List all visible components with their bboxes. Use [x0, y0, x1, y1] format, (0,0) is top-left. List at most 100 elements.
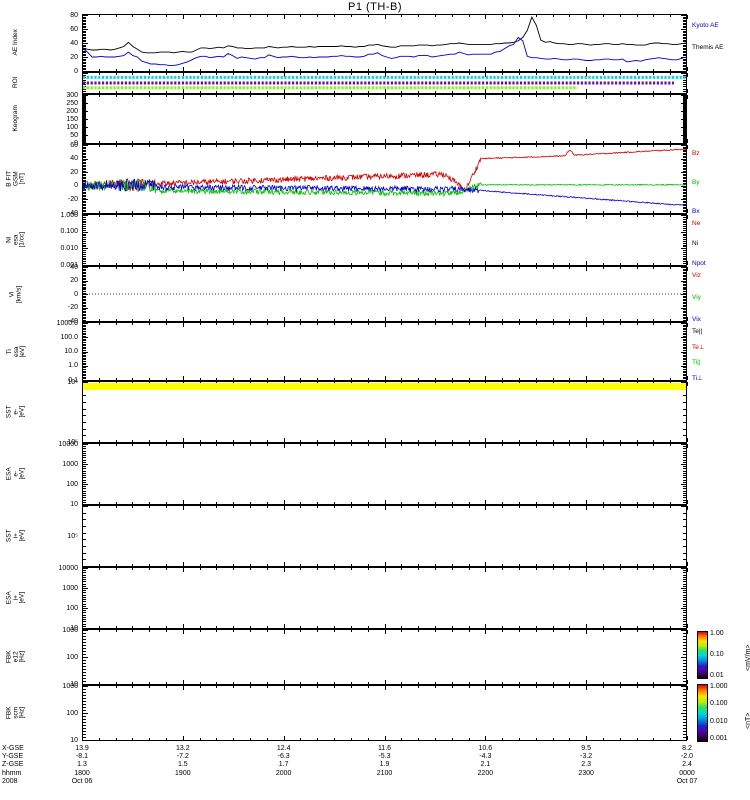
ytick-minor — [83, 230, 86, 231]
xtick-minor — [98, 319, 100, 321]
xtick-minor — [98, 502, 100, 504]
ytick-major — [83, 73, 88, 74]
xtick-minor — [350, 506, 352, 508]
bottom-row-label-2008: 2008 — [2, 777, 18, 785]
xtick-minor — [334, 630, 336, 632]
xtick-major — [384, 267, 386, 271]
xtick-minor — [434, 444, 436, 446]
xtick-minor — [166, 626, 168, 628]
ytick-minor — [83, 681, 86, 682]
xtick-minor — [266, 378, 268, 380]
ytick-minor — [83, 621, 86, 622]
ytick-label: 10⁶ — [67, 378, 78, 386]
ytick-major — [83, 740, 88, 741]
colorbar-tick-label: 1.00 — [710, 630, 724, 637]
xtick-minor — [670, 215, 672, 217]
xtick-minor — [149, 211, 151, 213]
ytick-minor — [683, 106, 686, 107]
xtick-minor — [418, 630, 420, 632]
ytick-minor — [83, 192, 86, 193]
xtick-minor — [670, 630, 672, 632]
ytick-minor — [83, 328, 86, 329]
xtick-minor — [149, 323, 151, 325]
panel-fbk_e12 — [82, 629, 688, 685]
ytick-major — [83, 484, 88, 485]
xtick-minor — [602, 15, 604, 17]
ytick-minor — [83, 468, 86, 469]
xtick-minor — [518, 91, 520, 93]
ytick-minor — [683, 519, 686, 520]
xtick-major — [283, 680, 285, 684]
xtick-minor — [434, 15, 436, 17]
xtick-major — [82, 67, 83, 71]
xtick-minor — [518, 211, 520, 213]
ytick-major — [681, 103, 686, 104]
xtick-minor — [115, 267, 117, 269]
ytick-minor — [83, 204, 86, 205]
ytick-minor — [83, 175, 86, 176]
ytick-minor — [83, 345, 86, 346]
bottom-row-label-hhmm: hhmm — [2, 769, 22, 777]
xtick-minor — [350, 568, 352, 570]
ytick-minor — [683, 636, 686, 637]
ytick-minor — [83, 51, 86, 52]
xtick-minor — [266, 267, 268, 269]
ytick-label: 1000 — [62, 626, 78, 634]
xtick-minor — [619, 95, 621, 97]
xtick-minor — [266, 15, 268, 17]
xtick-minor — [552, 440, 554, 442]
xtick-minor — [350, 738, 352, 740]
xtick-major — [586, 95, 588, 99]
xtick-minor — [401, 15, 403, 17]
xtick-major — [182, 261, 184, 265]
legend-label: Bx — [692, 208, 700, 215]
xtick-minor — [166, 564, 168, 566]
ytick-major — [681, 111, 686, 112]
ytick-major — [83, 232, 88, 233]
ytick-minor — [83, 672, 86, 673]
xtick-minor — [233, 686, 235, 688]
xtick-minor — [98, 95, 100, 97]
xtick-minor — [502, 69, 504, 71]
xtick-minor — [233, 378, 235, 380]
legend-label: Ti⊥ — [692, 375, 703, 382]
ytick-minor — [683, 575, 686, 576]
ytick-minor — [683, 572, 686, 573]
xtick-major — [586, 267, 588, 271]
xtick-minor — [535, 564, 537, 566]
xtick-major — [586, 444, 588, 448]
trace-bx — [83, 178, 686, 206]
xtick-minor — [602, 568, 604, 570]
ytick-minor — [83, 617, 86, 618]
bottom-tick-date: Oct 07 — [676, 777, 698, 785]
xtick-minor — [653, 69, 655, 71]
ytick-minor — [683, 82, 686, 83]
xtick-minor — [602, 630, 604, 632]
ytick-minor — [83, 107, 86, 108]
ytick-minor — [683, 180, 686, 181]
xtick-minor — [132, 564, 134, 566]
xtick-minor — [670, 211, 672, 213]
ytick-minor — [683, 315, 686, 316]
xtick-minor — [216, 630, 218, 632]
xtick-major — [182, 562, 184, 566]
ytick-minor — [683, 37, 686, 38]
xtick-minor — [619, 686, 621, 688]
bottom-tick-x_gse: 10.6 — [478, 745, 493, 752]
xtick-minor — [451, 568, 453, 570]
ytick-minor — [83, 604, 86, 605]
xtick-minor — [602, 215, 604, 217]
ytick-minor — [683, 595, 686, 596]
ytick-minor — [683, 604, 686, 605]
ytick-minor — [683, 18, 686, 19]
ytick-minor — [683, 21, 686, 22]
ytick-minor — [683, 353, 686, 354]
ytick-label: 80 — [70, 11, 78, 19]
xtick-minor — [518, 378, 520, 380]
xtick-minor — [502, 568, 504, 570]
xtick-minor — [233, 215, 235, 217]
xtick-minor — [115, 323, 117, 325]
ytick-major — [681, 321, 686, 322]
ytick-major — [83, 71, 88, 72]
panel-esa_i — [82, 567, 688, 629]
